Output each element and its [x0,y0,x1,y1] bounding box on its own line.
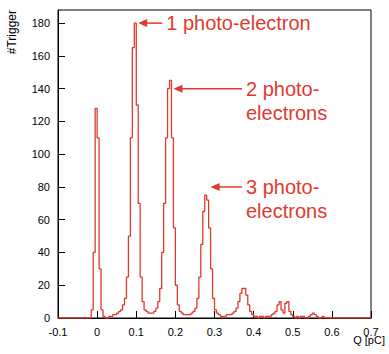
svg-text:0.3: 0.3 [207,326,222,338]
svg-text:-0.1: -0.1 [49,326,68,338]
svg-text:0: 0 [94,326,100,338]
svg-text:80: 80 [38,181,50,193]
svg-text:Q [pC]: Q [pC] [353,334,385,346]
svg-text:2 photo-: 2 photo- [246,78,319,100]
svg-text:electrons: electrons [246,102,327,124]
svg-text:0.2: 0.2 [168,326,183,338]
svg-text:0: 0 [44,312,50,324]
svg-text:0.7: 0.7 [363,326,378,338]
svg-text:140: 140 [32,83,50,95]
svg-text:3 photo-: 3 photo- [246,176,319,198]
svg-text:#Trigger: #Trigger [5,10,19,54]
svg-text:0.1: 0.1 [129,326,144,338]
svg-text:0.6: 0.6 [324,326,339,338]
svg-text:120: 120 [32,115,50,127]
svg-text:60: 60 [38,214,50,226]
svg-text:0.5: 0.5 [285,326,300,338]
svg-text:0.4: 0.4 [246,326,261,338]
svg-text:40: 40 [38,246,50,258]
svg-text:1 photo-electron: 1 photo-electron [166,12,311,34]
svg-text:100: 100 [32,148,50,160]
svg-text:160: 160 [32,50,50,62]
svg-text:electrons: electrons [246,200,327,222]
svg-text:180: 180 [32,17,50,29]
svg-text:20: 20 [38,279,50,291]
